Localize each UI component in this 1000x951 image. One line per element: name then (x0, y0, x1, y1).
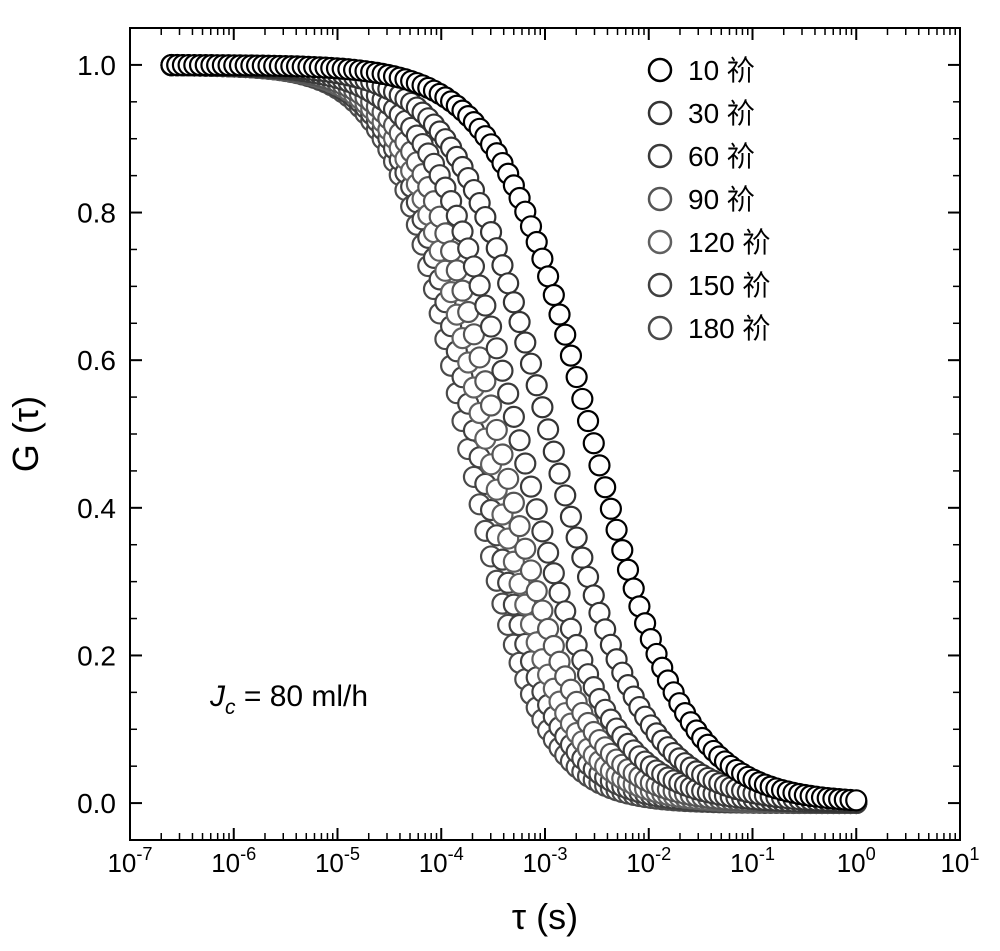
svg-text:180 祄: 180 祄 (688, 313, 771, 344)
svg-text:0.2: 0.2 (77, 640, 116, 671)
svg-text:120 祄: 120 祄 (688, 227, 771, 258)
svg-text:150 祄: 150 祄 (688, 270, 771, 301)
svg-text:60 祄: 60 祄 (688, 141, 755, 172)
svg-text:10 祄: 10 祄 (688, 55, 755, 86)
svg-text:1.0: 1.0 (77, 50, 116, 81)
svg-text:30 祄: 30 祄 (688, 98, 755, 129)
svg-text:0.6: 0.6 (77, 345, 116, 376)
svg-text:0.0: 0.0 (77, 788, 116, 819)
svg-text:90 祄: 90 祄 (688, 184, 755, 215)
svg-text:τ (s): τ (s) (512, 896, 578, 937)
svg-text:G (τ): G (τ) (5, 396, 46, 472)
chart-container: 10-710-610-510-410-310-210-11001010.00.2… (0, 0, 1000, 951)
svg-text:0.8: 0.8 (77, 198, 116, 229)
correlation-chart: 10-710-610-510-410-310-210-11001010.00.2… (0, 0, 1000, 951)
svg-text:0.4: 0.4 (77, 493, 116, 524)
